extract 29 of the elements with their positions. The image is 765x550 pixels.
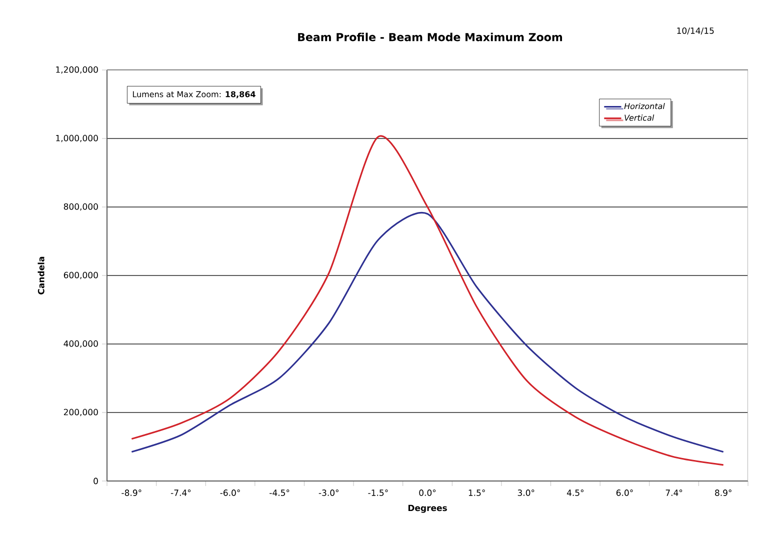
- x-axis-title: Degrees: [408, 504, 447, 513]
- x-tick-label: 0.0°: [419, 490, 436, 496]
- x-tick-label: -4.5°: [270, 490, 290, 496]
- y-tick-label: 0: [94, 478, 98, 484]
- x-tick-label: 8.9°: [715, 490, 732, 496]
- y-tick-label: 600,000: [64, 272, 98, 280]
- chart-title: Beam Profile - Beam Mode Maximum Zoom: [298, 32, 562, 42]
- y-tick-label: 400,000: [64, 340, 98, 348]
- legend-label: Horizontal: [624, 102, 665, 110]
- y-tick-label: 1,200,000: [56, 66, 98, 74]
- x-tick-label: -1.5°: [368, 490, 388, 496]
- x-tick-label: -7.4°: [170, 490, 191, 496]
- x-tick-label: -6.0°: [220, 490, 240, 496]
- annotation: Lumens at Max Zoom: 18,864: [132, 91, 256, 98]
- x-tick-label: -3.0°: [318, 490, 338, 496]
- line-series: [130, 135, 724, 466]
- legend-label: Vertical: [624, 114, 654, 121]
- y-tick-label: 1,000,000: [56, 134, 98, 142]
- x-tick-label: 7.4°: [666, 490, 682, 496]
- text: 10/14/15: [677, 27, 714, 35]
- x-tick-label: 1.5°: [468, 490, 485, 496]
- y-tick-label: 800,000: [64, 203, 98, 211]
- x-tick-label: -8.9°: [122, 490, 142, 496]
- y-axis-title: Candela: [38, 256, 44, 294]
- line-series: [130, 212, 724, 453]
- x-tick-label: 6.0°: [616, 490, 633, 496]
- y-tick-label: 200,000: [64, 408, 98, 416]
- x-tick-label: 3.0°: [518, 490, 534, 496]
- x-tick-label: 4.5°: [566, 490, 584, 496]
